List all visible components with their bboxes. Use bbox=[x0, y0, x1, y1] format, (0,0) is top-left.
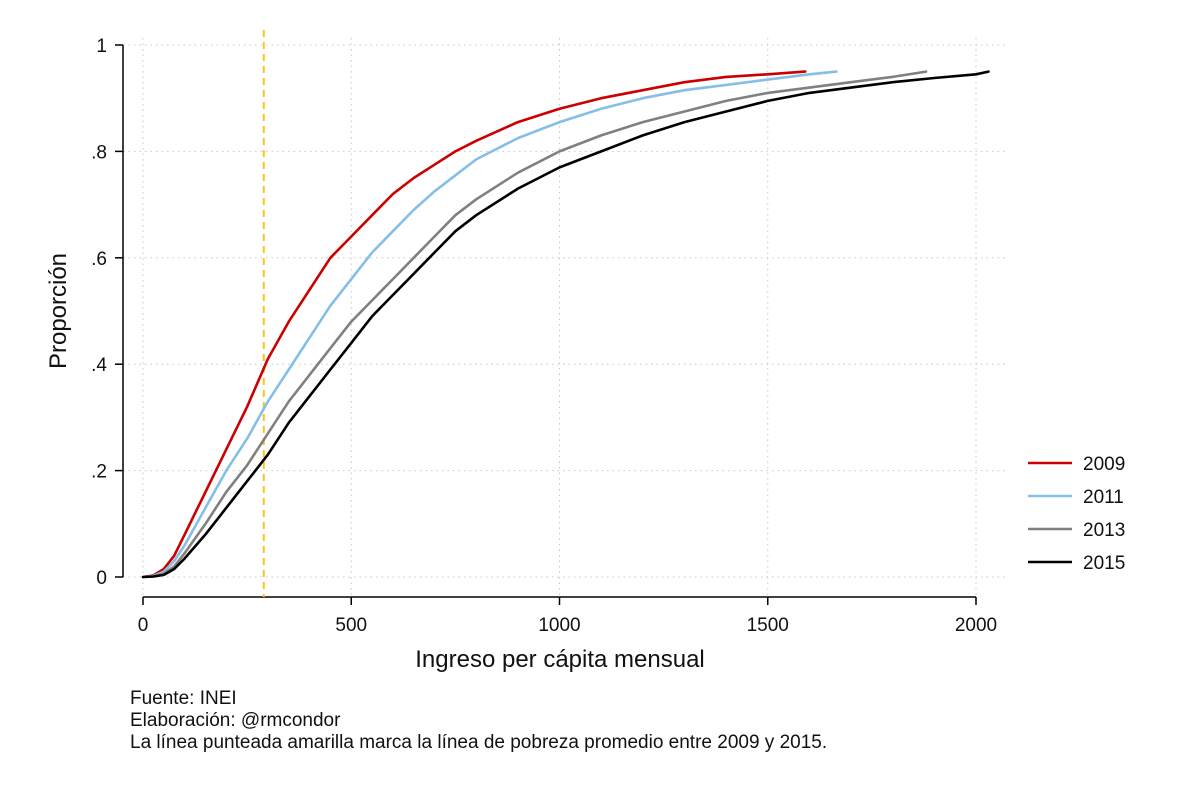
caption-note: La línea punteada amarilla marca la líne… bbox=[130, 732, 828, 753]
legend-label-2009: 2009 bbox=[1083, 454, 1125, 475]
x-tick-label: 2000 bbox=[955, 615, 997, 636]
legend: 2009 2011 2013 2015 bbox=[1028, 454, 1125, 574]
x-axis-title: Ingreso per cápita mensual bbox=[415, 646, 705, 673]
series-line-2013 bbox=[141, 70, 928, 579]
series-lines bbox=[141, 70, 990, 579]
author-note: Elaboración: @rmcondor bbox=[130, 710, 341, 731]
series-line-2011 bbox=[141, 70, 838, 579]
x-tick-label: 1000 bbox=[538, 615, 580, 636]
y-tick-label: .6 bbox=[91, 249, 107, 270]
x-ticks: 0 500 1000 1500 2000 bbox=[138, 597, 997, 636]
axes bbox=[122, 45, 976, 598]
x-tick-label: 500 bbox=[335, 615, 367, 636]
y-tick-label: .4 bbox=[91, 355, 107, 376]
legend-label-2015: 2015 bbox=[1083, 553, 1125, 574]
x-tick-label: 0 bbox=[138, 615, 149, 636]
series-line-2009 bbox=[141, 70, 807, 579]
grid bbox=[123, 38, 1005, 597]
series-line-2015 bbox=[141, 70, 990, 579]
y-tick-label: .8 bbox=[91, 142, 107, 163]
legend-label-2011: 2011 bbox=[1083, 487, 1124, 508]
y-ticks: 0 .2 .4 .6 .8 1 bbox=[91, 36, 123, 589]
y-axis-title: Proporción bbox=[45, 253, 72, 369]
legend-label-2013: 2013 bbox=[1083, 520, 1125, 541]
y-tick-label: 1 bbox=[96, 36, 107, 57]
y-tick-label: .2 bbox=[91, 462, 107, 483]
y-tick-label: 0 bbox=[96, 568, 107, 589]
x-tick-label: 1500 bbox=[747, 615, 789, 636]
source-note: Fuente: INEI bbox=[130, 688, 237, 709]
